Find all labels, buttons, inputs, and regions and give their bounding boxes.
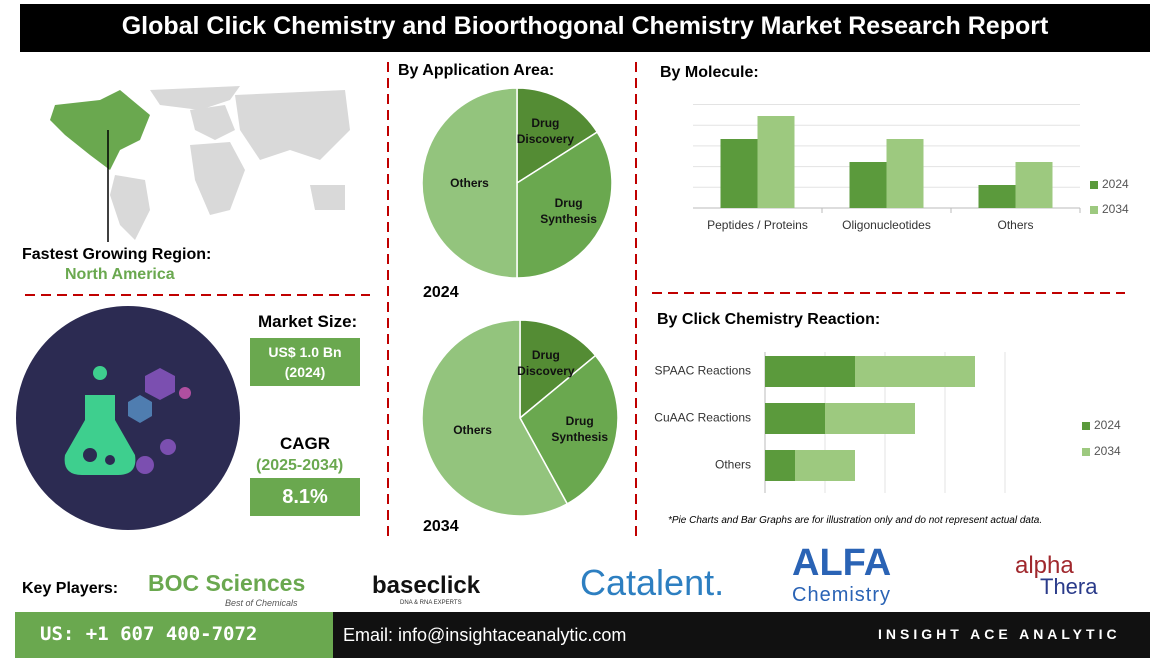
legend-label: 2034	[1094, 444, 1121, 458]
slice-label: Drug Discovery	[517, 348, 575, 379]
bar-segment	[795, 450, 855, 481]
y-tick-label: SPAAC Reactions	[655, 364, 752, 378]
cagr-label: CAGR	[280, 434, 331, 453]
cagr-box: 8.1%	[250, 478, 360, 516]
icon-circle	[16, 306, 240, 530]
key-players-label: Key Players:	[22, 580, 119, 597]
note: *Pie Charts and Bar Graphs are for illus…	[668, 515, 1043, 526]
bar-segment	[765, 356, 855, 387]
legend-label: 2024	[1102, 177, 1129, 191]
y-tick-label: Others	[715, 458, 751, 472]
logo: BOC Sciences	[148, 570, 306, 596]
legend-label: 2034	[1102, 202, 1129, 216]
x-tick-label: Peptides / Proteins	[707, 218, 808, 232]
region-value: North America	[65, 266, 175, 283]
legend-swatch	[1082, 448, 1090, 456]
bar	[720, 139, 758, 208]
chart-title: By Molecule:	[660, 64, 759, 81]
dividers	[25, 62, 1125, 540]
chart-subtitle: 2034	[423, 518, 459, 535]
bar	[886, 139, 924, 208]
logo: ALFA	[792, 542, 892, 584]
footer-bar	[333, 612, 1150, 658]
bar	[849, 162, 887, 208]
logo-tagline: Thera	[1040, 574, 1098, 599]
legend-label: 2024	[1094, 418, 1121, 432]
size-label: Market Size:	[258, 312, 358, 331]
size-value: US$ 1.0 Bn	[268, 344, 342, 360]
title: Global Click Chemistry and Bioorthogonal…	[121, 12, 1049, 40]
pie-slice	[519, 319, 597, 420]
logo: baseclick	[372, 572, 481, 599]
world-map	[110, 86, 350, 240]
slice-label: Others	[453, 423, 492, 438]
slice-label: Drug Synthesis	[540, 196, 597, 227]
logo-tagline: DNA & RNA EXPERTS	[400, 600, 462, 606]
logo-tagline: Chemistry	[792, 584, 892, 606]
pie-slice	[516, 87, 599, 185]
bar	[1015, 162, 1053, 208]
bar-segment	[855, 356, 975, 387]
bar-segment	[765, 450, 795, 481]
chart-title: By Click Chemistry Reaction:	[657, 311, 881, 328]
logo: Catalent.	[580, 562, 725, 603]
cagr-period: (2025-2034)	[256, 457, 344, 474]
slice-label: Drug Synthesis	[551, 414, 609, 445]
bar	[757, 116, 795, 208]
phone: US: +1 607 400-7072	[40, 623, 258, 645]
pie-slice	[421, 87, 518, 279]
legend-swatch	[1090, 206, 1098, 214]
bar-segment	[765, 403, 825, 434]
bar	[978, 185, 1016, 208]
logo: alpha	[1015, 552, 1074, 579]
north-america	[50, 90, 150, 170]
legend-swatch	[1090, 181, 1098, 189]
header-bar	[20, 4, 1150, 52]
pie-slice	[519, 354, 619, 505]
region-label: Fastest Growing Region:	[22, 246, 212, 263]
brand: INSIGHT ACE ANALYTIC	[878, 626, 1121, 642]
pie-slice	[516, 131, 613, 279]
x-tick-label: Others	[997, 218, 1033, 232]
email: Email: info@insightaceanalytic.com	[343, 625, 627, 645]
chart-subtitle: 2024	[423, 284, 459, 301]
size-year: (2024)	[284, 364, 326, 380]
bar-segment	[825, 403, 915, 434]
pie-slice	[421, 319, 569, 517]
phone-bar	[15, 612, 333, 658]
y-tick-label: CuAAC Reactions	[654, 411, 751, 425]
x-tick-label: Oligonucleotides	[842, 218, 931, 232]
logo-tagline: Best of Chemicals	[225, 598, 298, 608]
flask-icon	[64, 366, 191, 475]
size-box: US$ 1.0 Bn (2024)	[250, 338, 360, 386]
chart-title: By Application Area:	[398, 62, 555, 79]
legend-swatch	[1082, 422, 1090, 430]
slice-label: Others	[450, 176, 489, 190]
slice-label: Drug Discovery	[516, 116, 575, 147]
